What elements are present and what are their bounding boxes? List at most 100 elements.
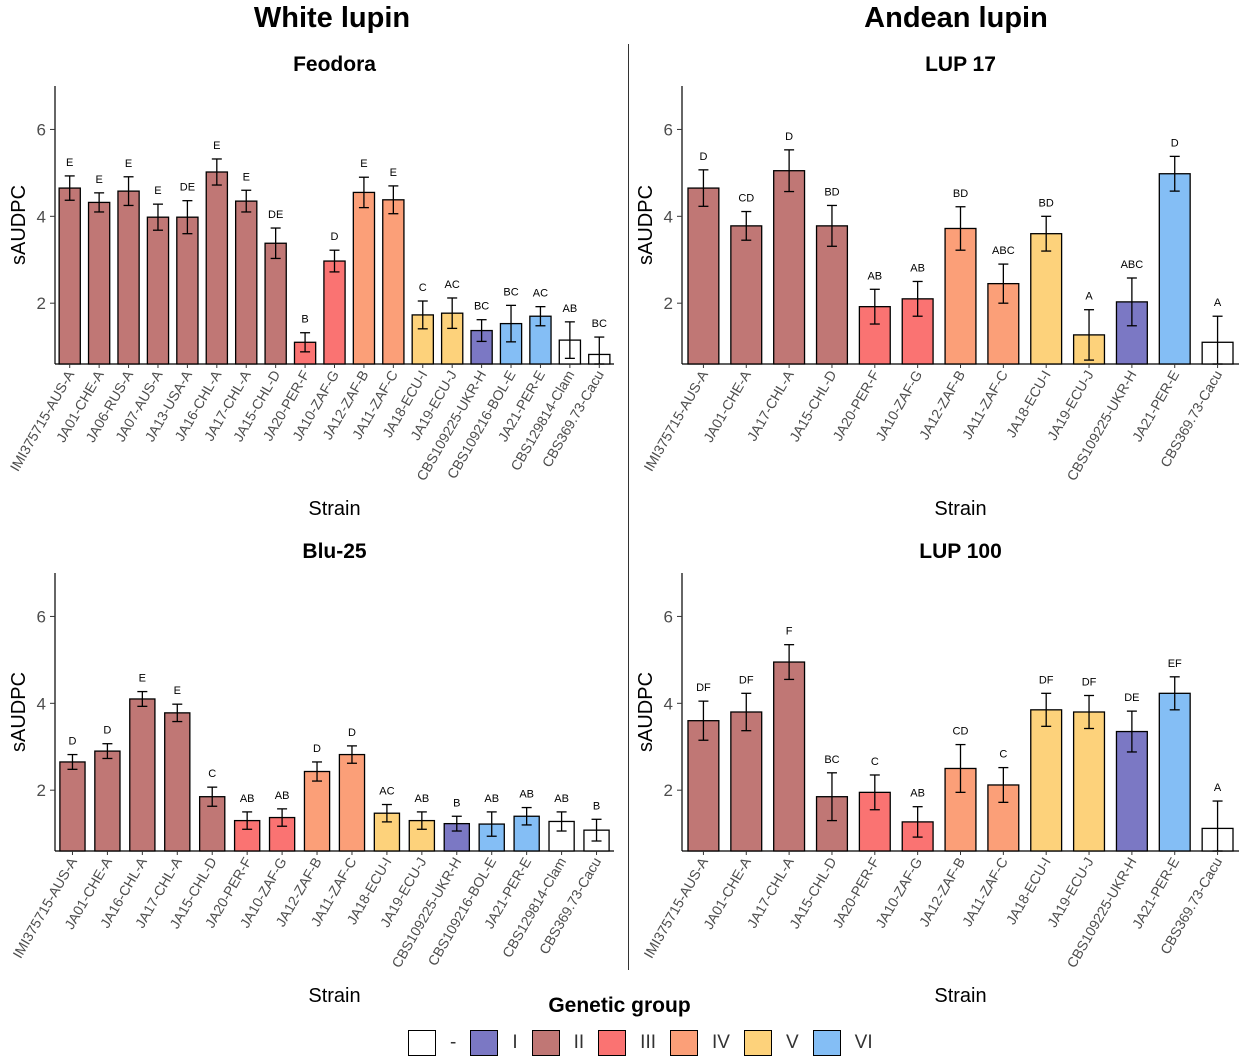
significance-label: BD [1039, 197, 1054, 209]
bar [730, 225, 763, 365]
significance-label: A [1214, 297, 1222, 309]
significance-label: A [1214, 782, 1222, 794]
significance-label: BD [953, 188, 968, 200]
legend-swatch [812, 1030, 841, 1056]
chart-lup17: LUP 17246sAUDPCDIMI375715-AUS-ACDJA01-CH… [635, 53, 1239, 520]
legend-item: IV [670, 1030, 730, 1056]
legend-label: V [785, 1032, 799, 1053]
y-tick-label: 6 [664, 607, 673, 626]
legend-swatch [598, 1030, 627, 1056]
significance-label: CD [953, 726, 969, 738]
significance-label: AC [379, 786, 394, 798]
significance-label: BC [474, 301, 489, 313]
significance-label: E [213, 140, 220, 152]
y-tick-label: 2 [664, 781, 673, 800]
significance-label: D [1171, 137, 1179, 149]
legend-swatch [670, 1030, 699, 1056]
significance-label: AB [554, 793, 569, 805]
bar [1158, 173, 1191, 365]
significance-label: BC [503, 286, 518, 298]
legend-label: III [640, 1032, 657, 1053]
legend-label: VI [854, 1032, 873, 1053]
column-divider [628, 44, 629, 970]
bar [1158, 692, 1191, 852]
bar [59, 761, 86, 852]
y-tick-label: 6 [37, 607, 46, 626]
significance-label: ABC [1121, 259, 1144, 271]
significance-label: AB [867, 270, 882, 282]
column-title-andean-lupin: Andean lupin [864, 2, 1048, 34]
significance-label: DE [268, 209, 283, 221]
legend-label: IV [712, 1032, 730, 1053]
significance-label: BD [824, 186, 839, 198]
bar [87, 201, 111, 365]
x-axis-label: Strain [308, 498, 360, 520]
bar [176, 216, 199, 365]
significance-label: D [348, 727, 356, 739]
y-axis-label: sAUDPC [635, 672, 657, 752]
significance-label: B [593, 800, 600, 812]
bar [94, 750, 121, 852]
legend-item: VI [812, 1030, 873, 1056]
legend-label: II [573, 1032, 585, 1053]
bar [1072, 711, 1106, 852]
legend-swatch [470, 1030, 499, 1056]
significance-label: C [871, 756, 879, 768]
significance-label: E [125, 158, 132, 170]
legend-swatch [531, 1030, 560, 1056]
legend-title: Genetic group [548, 994, 691, 1017]
bar [815, 225, 849, 365]
significance-label: D [331, 231, 339, 243]
y-tick-label: 2 [37, 294, 46, 313]
y-tick-label: 2 [37, 781, 46, 800]
bar [58, 187, 81, 365]
significance-label: DE [1124, 692, 1139, 704]
significance-label: DF [739, 674, 754, 686]
significance-label: DF [696, 682, 711, 694]
significance-label: EF [1168, 658, 1182, 670]
bar [352, 191, 376, 365]
chart-feodora: Feodora246sAUDPCEIMI375715-AUS-AEJA01-CH… [7, 53, 614, 520]
significance-label: AB [910, 788, 925, 800]
significance-label: B [453, 797, 460, 809]
legend-item: III [598, 1030, 656, 1056]
y-axis-label: sAUDPC [8, 672, 30, 752]
chart-title: Blu-25 [302, 540, 367, 563]
legend-items: - I II III IV V VI [408, 1030, 887, 1056]
bar [146, 216, 170, 365]
bar [1030, 709, 1063, 852]
bar [205, 171, 229, 365]
bar [117, 190, 140, 365]
legend: Genetic group - I II III IV V VI [0, 994, 1239, 1056]
y-axis-label: sAUDPC [8, 185, 30, 265]
bar [323, 260, 346, 365]
y-tick-label: 4 [37, 694, 46, 713]
significance-label: DF [1039, 674, 1054, 686]
significance-label: AB [275, 790, 290, 802]
bar [264, 242, 287, 365]
significance-label: E [95, 174, 102, 186]
y-tick-label: 2 [664, 294, 673, 313]
chart-title: Feodora [293, 53, 376, 76]
x-tick-label: IMI375715-AUS-A [640, 854, 711, 961]
bar [164, 712, 191, 852]
y-tick-label: 4 [664, 207, 673, 226]
significance-label: AB [484, 793, 499, 805]
significance-label: DE [180, 182, 195, 194]
legend-label: I [512, 1032, 518, 1053]
legend-swatch [408, 1030, 436, 1056]
bar [687, 187, 720, 365]
x-axis-label: Strain [308, 985, 360, 1007]
y-tick-label: 4 [37, 207, 46, 226]
y-axis-label: sAUDPC [635, 185, 657, 265]
bar [773, 661, 806, 852]
significance-label: E [174, 685, 181, 697]
x-axis-label: Strain [934, 498, 986, 520]
significance-label: DF [1082, 676, 1097, 688]
x-axis-label: Strain [934, 985, 986, 1007]
y-tick-label: 6 [664, 120, 673, 139]
legend-item: - [408, 1030, 456, 1056]
significance-label: AB [240, 793, 255, 805]
